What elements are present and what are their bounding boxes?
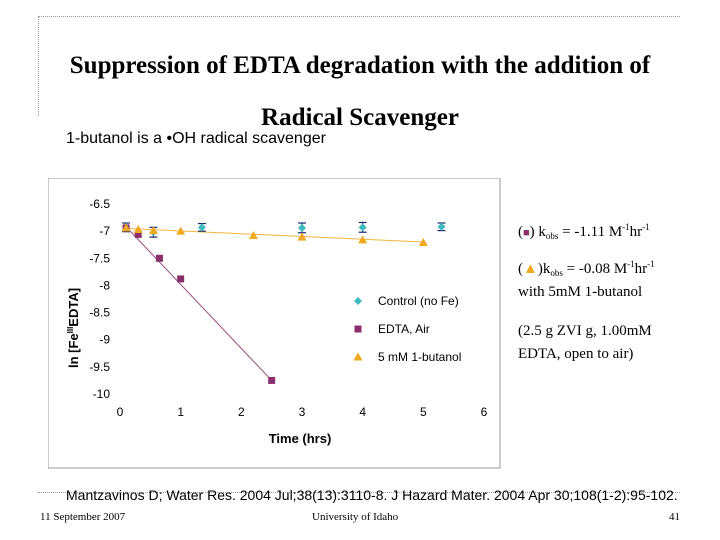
butanol-point: [133, 225, 143, 234]
edta-air-point: [268, 376, 276, 384]
butanol-point: [297, 232, 307, 241]
x-tick-label: 6: [481, 405, 488, 419]
footer-date: 11 September 2007: [40, 511, 126, 523]
slide-title: Suppression of EDTA degradation with the…: [69, 52, 651, 131]
fit-line: [126, 227, 424, 243]
x-tick-label: 0: [117, 405, 124, 419]
legend-item-control: Control (no Fe): [354, 294, 459, 308]
rate-annotation-edta: (■) kobs = -1.11 M-1hr-1: [518, 222, 650, 241]
butanol-point: [148, 226, 158, 235]
butanol-point: [248, 230, 258, 239]
butanol-point: [418, 238, 428, 247]
x-tick-label: 4: [359, 405, 366, 419]
y-tick-label: -7.5: [89, 251, 110, 265]
y-axis-label: ln [FeIIIEDTA]: [66, 288, 81, 368]
legend-label: 5 mM 1-butanol: [378, 350, 461, 364]
bottom-dotted-rule: [38, 492, 680, 494]
legend-label: EDTA, Air: [378, 322, 430, 336]
y-tick-label: -9.5: [89, 360, 110, 374]
butanol-point: [176, 226, 186, 235]
legend-marker: [353, 352, 363, 361]
x-axis-label: Time (hrs): [269, 431, 332, 446]
y-tick-label: -8.5: [89, 306, 110, 320]
rate-chart: -6.5 -7 -7.5 -8 -8.5 -9 -9.5 -10 0 1 2 3 4 5 6 Time (h…: [48, 178, 655, 469]
legend-marker: [354, 297, 362, 305]
butanol-point: [121, 223, 131, 232]
x-tick-label: 5: [420, 405, 427, 419]
legend-label: Control (no Fe): [378, 294, 459, 308]
edta-air-point: [134, 230, 142, 238]
x-tick-label: 3: [299, 405, 306, 419]
top-dotted-rule: [38, 16, 680, 18]
conditions-line-2: EDTA, open to air): [518, 346, 633, 362]
control-point: [358, 223, 367, 232]
page-number: 41: [669, 511, 680, 523]
x-tick-label: 1: [177, 405, 184, 419]
x-tick-label: 2: [238, 405, 245, 419]
footer-organization: University of Idaho: [312, 511, 399, 523]
legend-marker: [354, 325, 362, 333]
data-points: [121, 222, 446, 384]
control-point: [197, 223, 206, 232]
rate-butanol-marker: ▲: [523, 261, 538, 277]
control-point: [298, 223, 306, 232]
control-point: [437, 222, 446, 231]
slide-subtitle: 1-butanol is a •OH radical scavenger: [66, 130, 326, 147]
rate-edta-marker: ■: [523, 227, 530, 239]
edta-air-point: [155, 254, 163, 262]
rate-annotation-butanol: (▲)kobs = -0.08 M-1hr-1: [518, 259, 655, 278]
chart-frame: [48, 178, 501, 469]
y-tick-label: -10: [93, 387, 111, 401]
rate-annotation-butanol-note: with 5mM 1-butanol: [518, 284, 642, 300]
y-tick-label: -7: [99, 224, 110, 238]
edta-air-point: [177, 275, 185, 283]
y-tick-label: -6.5: [89, 197, 110, 211]
legend: Control (no Fe) EDTA, Air 5 mM 1-butanol: [353, 294, 461, 364]
conditions-line-1: (2.5 g ZVI g, 1.00mM: [518, 323, 652, 339]
fit-lines: [125, 226, 424, 381]
y-tick-label: -9: [99, 333, 110, 347]
legend-item-edta-air: EDTA, Air: [354, 322, 430, 336]
citation: Mantzavinos D; Water Res. 2004 Jul;38(13…: [66, 487, 678, 503]
legend-item-butanol: 5 mM 1-butanol: [353, 350, 461, 364]
fit-line: [125, 226, 273, 381]
butanol-point: [358, 235, 368, 244]
left-dotted-rule: [38, 16, 40, 116]
y-tick-label: -8: [99, 278, 110, 292]
plot-axes: -6.5 -7 -7.5 -8 -8.5 -9 -9.5 -10 0 1 2 3 4 5 6: [89, 197, 487, 419]
